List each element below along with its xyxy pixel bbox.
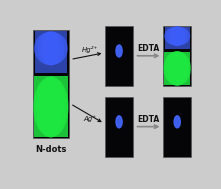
Ellipse shape — [48, 77, 53, 137]
Ellipse shape — [175, 27, 180, 45]
Ellipse shape — [170, 27, 185, 45]
Ellipse shape — [44, 32, 57, 65]
Bar — [165, 26, 190, 49]
Ellipse shape — [166, 52, 189, 85]
Ellipse shape — [44, 77, 58, 137]
Ellipse shape — [174, 116, 180, 128]
Ellipse shape — [116, 116, 122, 128]
Ellipse shape — [36, 77, 65, 137]
Ellipse shape — [39, 77, 63, 137]
Bar — [105, 97, 133, 157]
Ellipse shape — [35, 32, 67, 65]
Ellipse shape — [34, 77, 68, 137]
Text: EDTA: EDTA — [137, 115, 159, 124]
Ellipse shape — [41, 32, 61, 65]
Text: N-dots: N-dots — [35, 145, 67, 154]
Ellipse shape — [168, 52, 187, 85]
Text: Hg²⁺: Hg²⁺ — [82, 46, 98, 53]
Ellipse shape — [165, 27, 190, 45]
Ellipse shape — [172, 27, 182, 45]
Bar — [163, 26, 191, 86]
Text: Ag⁺: Ag⁺ — [84, 115, 97, 122]
Bar — [33, 30, 69, 138]
Text: EDTA: EDTA — [137, 44, 159, 53]
Ellipse shape — [170, 52, 185, 85]
Ellipse shape — [171, 52, 183, 85]
Ellipse shape — [38, 32, 64, 65]
Bar — [35, 31, 67, 73]
Ellipse shape — [167, 27, 187, 45]
Ellipse shape — [175, 52, 179, 85]
Ellipse shape — [41, 77, 61, 137]
Ellipse shape — [48, 32, 54, 65]
Bar — [164, 52, 190, 85]
Bar — [105, 26, 133, 86]
Bar — [163, 97, 191, 157]
Ellipse shape — [116, 45, 122, 57]
Ellipse shape — [46, 77, 56, 137]
Bar — [34, 76, 68, 137]
Ellipse shape — [164, 52, 190, 85]
Ellipse shape — [173, 52, 181, 85]
